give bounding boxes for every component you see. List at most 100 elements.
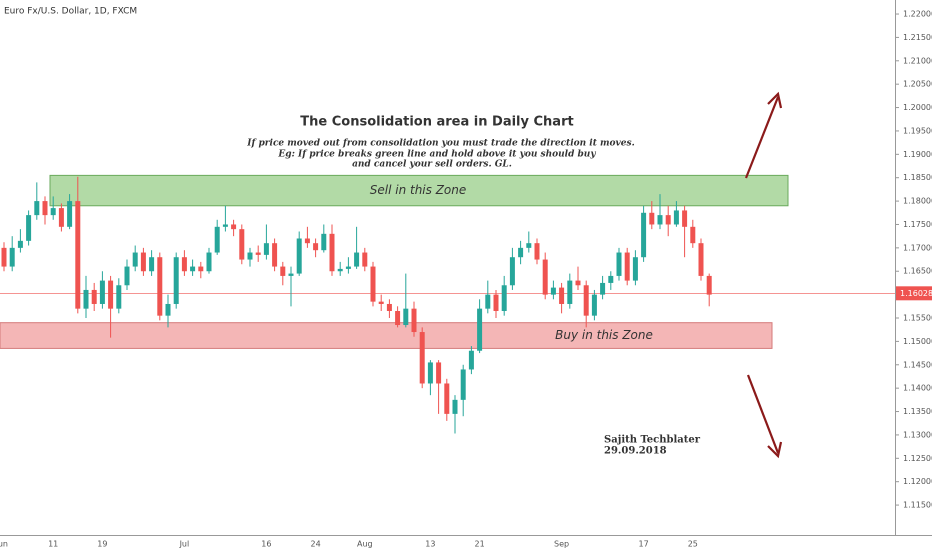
- candle: [567, 273, 573, 309]
- x-tick-label: Jul: [179, 540, 190, 549]
- candle: [296, 231, 302, 276]
- candle: [280, 261, 286, 286]
- candle-body: [632, 257, 638, 281]
- candle: [542, 252, 548, 300]
- x-tick-label: 19: [97, 540, 107, 549]
- candle: [304, 226, 310, 248]
- candle: [17, 229, 23, 253]
- y-tick-label: 1.20500: [903, 80, 932, 89]
- candle-body: [50, 208, 56, 216]
- candle: [181, 250, 187, 276]
- candle-body: [411, 308, 417, 333]
- y-tick-label: 1.13000: [903, 430, 932, 439]
- candle-body: [485, 294, 491, 309]
- candle: [427, 360, 433, 396]
- candle: [190, 259, 196, 276]
- candle: [247, 247, 253, 267]
- candle-body: [493, 294, 499, 311]
- candle-body: [616, 252, 622, 276]
- candle-body: [255, 252, 261, 255]
- y-tick-label: 1.21000: [903, 56, 932, 65]
- candle: [345, 257, 351, 274]
- candle: [67, 194, 73, 230]
- candle-body: [706, 275, 712, 295]
- candle-body: [34, 201, 40, 216]
- candle-body: [206, 252, 212, 272]
- candle: [91, 282, 97, 311]
- candle: [1, 242, 7, 272]
- arrows: [744, 91, 783, 459]
- x-tick-label: 17: [639, 540, 649, 549]
- candle-body: [608, 275, 614, 283]
- y-tick-label: 1.22000: [903, 10, 932, 19]
- candle: [149, 250, 155, 276]
- candle-body: [354, 252, 360, 267]
- subtitle: and cancel your sell orders. GL.: [352, 160, 512, 170]
- y-tick-label: 1.20000: [903, 103, 932, 112]
- candle-body: [165, 303, 171, 316]
- y-tick-label: 1.21500: [903, 33, 932, 42]
- candle-body: [591, 294, 597, 316]
- candle: [690, 219, 696, 248]
- candle-body: [395, 310, 401, 326]
- y-tick-label: 1.14000: [903, 384, 932, 393]
- candle-body: [42, 201, 48, 216]
- candle-body: [682, 210, 688, 227]
- candle-body: [222, 224, 228, 227]
- candle-body: [534, 243, 540, 260]
- candle: [436, 360, 442, 414]
- candle-body: [518, 247, 524, 258]
- candle-body: [468, 350, 474, 370]
- candle: [419, 327, 425, 389]
- candle: [665, 205, 671, 237]
- x-tick-label: 16: [261, 540, 271, 549]
- candle-body: [501, 285, 507, 311]
- candle: [83, 275, 89, 319]
- candle: [321, 224, 327, 253]
- candle-body: [665, 215, 671, 225]
- candle: [58, 203, 64, 232]
- y-tick-label: 1.19000: [903, 150, 932, 159]
- candle: [509, 247, 515, 290]
- candle-body: [198, 266, 204, 272]
- candle: [608, 271, 614, 290]
- candle: [468, 346, 474, 375]
- candle: [600, 275, 606, 300]
- candle: [682, 205, 688, 258]
- candle: [559, 282, 565, 314]
- candle-body: [673, 210, 679, 225]
- candle-body: [452, 399, 458, 414]
- candle: [157, 252, 163, 321]
- subtitle: Eg: If price breaks green line and hold …: [277, 150, 596, 160]
- x-tick-label: Aug: [357, 540, 373, 549]
- candle-body: [542, 259, 548, 295]
- candle: [288, 266, 294, 307]
- candle-body: [649, 212, 655, 225]
- candle: [272, 238, 278, 272]
- y-tick-label: 1.15500: [903, 314, 932, 323]
- candle-body: [362, 252, 368, 267]
- candle: [485, 280, 491, 314]
- candle: [698, 238, 704, 281]
- candle-body: [132, 252, 138, 267]
- candle-body: [108, 280, 114, 309]
- candle: [99, 271, 105, 309]
- last-price-label: 1.16028: [900, 289, 932, 298]
- candle-body: [239, 229, 245, 260]
- candle: [518, 240, 524, 265]
- candle-body: [190, 266, 196, 272]
- candle: [378, 294, 384, 311]
- candle: [42, 196, 48, 225]
- candle: [26, 210, 32, 246]
- candle: [231, 219, 237, 237]
- candle-body: [526, 243, 532, 248]
- y-tick-label: 1.12000: [903, 477, 932, 486]
- candle: [657, 194, 663, 230]
- candle-body: [370, 266, 376, 302]
- candle: [165, 294, 171, 328]
- candle: [493, 289, 499, 319]
- candle-body: [345, 266, 351, 269]
- zone: [49, 174, 789, 207]
- x-tick-label: Sep: [554, 540, 569, 549]
- candle-body: [698, 243, 704, 276]
